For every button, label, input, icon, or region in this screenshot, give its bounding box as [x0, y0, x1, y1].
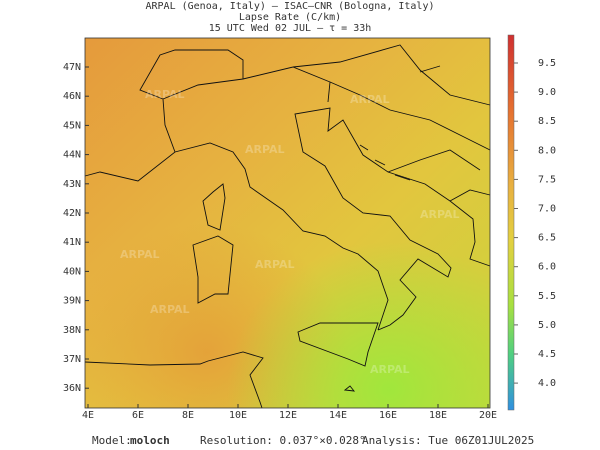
lon-label: 10E	[229, 410, 247, 421]
lon-label: 8E	[182, 410, 194, 421]
footer-model: moloch	[130, 434, 170, 447]
islands	[343, 65, 441, 392]
watermark: ARPAL	[150, 303, 190, 316]
colorbar-label: 6.0	[538, 262, 556, 273]
watermark: ARPAL	[350, 93, 390, 106]
header-line: Lapse Rate (C/km)	[239, 12, 341, 23]
lon-label: 14E	[329, 410, 347, 421]
colorbar-label: 4.5	[538, 349, 556, 360]
lat-label: 37N	[63, 354, 81, 365]
lat-labels: 47N 46N 45N 44N 43N 42N 41N 40N 39N 38N 37N 36N	[63, 62, 89, 394]
lon-label: 6E	[132, 410, 144, 421]
lat-label: 36N	[63, 383, 81, 394]
colorbar-label: 7.0	[538, 204, 556, 215]
watermark: ARPAL	[370, 363, 410, 376]
corsica	[202, 183, 226, 231]
watermark: ARPAL	[145, 88, 185, 101]
africa-coast	[84, 351, 264, 409]
header-line: ARPAL (Genoa, Italy) — ISAC–CNR (Bologna…	[146, 1, 435, 12]
field	[85, 38, 490, 408]
watermark: ARPAL	[120, 248, 160, 261]
footer-resolution: Resolution: 0.037°×0.028°	[200, 434, 366, 447]
lat-label: 44N	[63, 150, 81, 161]
lat-label: 46N	[63, 91, 81, 102]
lat-label: 38N	[63, 325, 81, 336]
colorbar-label: 5.0	[538, 320, 556, 331]
lat-label: 41N	[63, 237, 81, 248]
lon-label: 18E	[429, 410, 447, 421]
colorbar-labels: 9.5 9.0 8.5 8.0 7.5 7.0 6.5 6.0 5.5 5.0 4.5 4.0	[514, 58, 556, 389]
coastline	[84, 107, 491, 331]
header-line: 15 UTC Wed 02 JUL — τ = 33h	[209, 23, 372, 34]
lon-label: 20E	[479, 410, 497, 421]
colorbar-label: 4.0	[538, 378, 556, 389]
footer-analysis: Analysis: Tue 06Z01JUL2025	[362, 434, 534, 447]
map: ARPAL ARPAL ARPAL ARPAL ARPAL ARPAL ARPA…	[84, 37, 491, 409]
colorbar	[507, 34, 515, 411]
lat-label: 45N	[63, 120, 81, 131]
colorbar-label: 8.5	[538, 116, 556, 127]
colorbar-label: 9.5	[538, 58, 556, 69]
sicily	[297, 322, 379, 367]
lon-label: 16E	[379, 410, 397, 421]
lat-label: 42N	[63, 208, 81, 219]
colorbar-label: 9.0	[538, 87, 556, 98]
lon-labels: 4E 6E 8E 10E 12E 14E 16E 18E 20E	[82, 404, 497, 421]
colorbar-label: 6.5	[538, 233, 556, 244]
lon-label: 4E	[82, 410, 94, 421]
watermark: ARPAL	[255, 258, 295, 271]
colorbar-label: 7.5	[538, 174, 556, 185]
lat-label: 47N	[63, 62, 81, 73]
watermark: ARPAL	[420, 208, 460, 221]
sardinia	[192, 235, 234, 304]
watermark: ARPAL	[245, 143, 285, 156]
footer-model-label: Model:	[92, 434, 132, 447]
lon-label: 12E	[279, 410, 297, 421]
colorbar-label: 5.5	[538, 291, 556, 302]
lat-label: 43N	[63, 179, 81, 190]
borders	[139, 44, 491, 202]
colorbar-label: 8.0	[538, 145, 556, 156]
lat-label: 40N	[63, 266, 81, 277]
lat-label: 39N	[63, 296, 81, 307]
